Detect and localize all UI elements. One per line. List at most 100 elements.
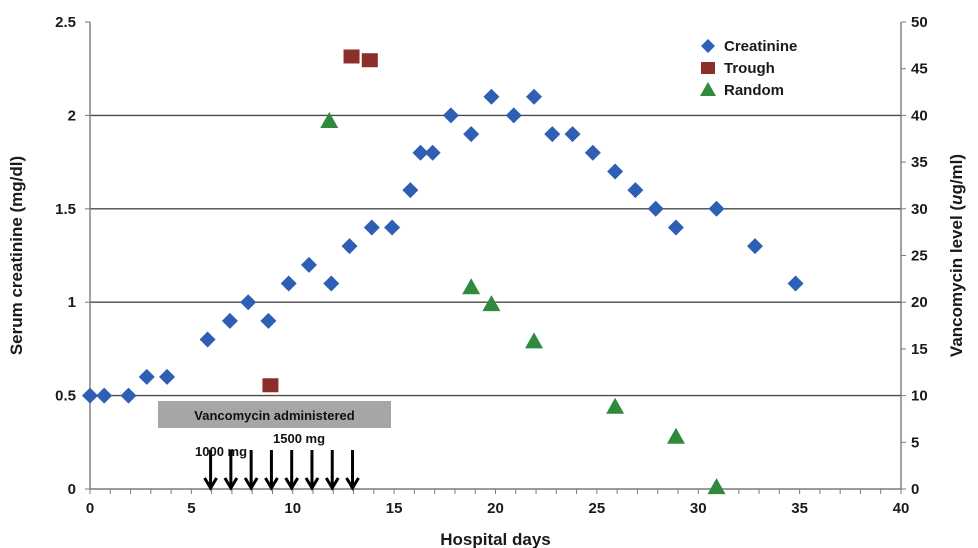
y-right-tick-label: 50 — [911, 14, 928, 31]
creatinine-point — [138, 368, 155, 385]
x-tick-label: 15 — [386, 500, 403, 517]
creatinine-point — [526, 88, 543, 105]
dose-arrow-head — [243, 477, 259, 491]
creatinine-point — [240, 294, 257, 311]
random-point — [482, 295, 501, 312]
creatinine-point — [667, 219, 684, 236]
dose-arrow-head — [304, 477, 320, 491]
creatinine-point — [300, 256, 317, 273]
legend: Creatinine Trough Random — [700, 38, 797, 99]
legend-item-trough: Trough — [701, 60, 775, 77]
y-right-tick-label: 25 — [911, 248, 928, 265]
random-point — [707, 478, 726, 495]
creatinine-point — [463, 126, 480, 143]
legend-swatch — [701, 39, 715, 53]
y-left-tick-label: 1.5 — [55, 201, 76, 218]
trough-point — [262, 378, 279, 393]
y-right-tick-label: 45 — [911, 61, 928, 78]
vancomycin-banner-box — [158, 401, 391, 428]
dose-label-1500: 1500 mg — [273, 431, 325, 446]
y-left-tick-label: 1 — [68, 294, 76, 311]
dose-arrow-head — [284, 477, 299, 491]
y-left-tick-label: 0 — [68, 481, 76, 498]
x-axis-title: Hospital days — [440, 530, 551, 548]
creatinine-point — [96, 387, 113, 404]
x-tick-label: 10 — [284, 500, 301, 517]
right-axis-title: Vancomycin level (ug/ml) — [947, 154, 966, 357]
legend-label: Trough — [724, 60, 775, 77]
creatinine-point — [280, 275, 297, 292]
gridlines — [90, 114, 901, 397]
y-right-tick-label: 30 — [911, 201, 928, 218]
y-right-tick-label: 15 — [911, 341, 928, 358]
creatinine-point — [607, 163, 624, 180]
creatinine-point — [323, 275, 340, 292]
random-point — [525, 332, 544, 349]
random-point — [606, 397, 625, 414]
y-left-tick-label: 0.5 — [55, 388, 76, 405]
legend-label: Creatinine — [724, 38, 797, 55]
creatinine-point — [159, 368, 176, 385]
tick-labels: 0 5 10 15 20 25 30 35 4000.511.522.5051015202530… — [55, 14, 928, 517]
creatinine-point — [82, 387, 98, 404]
legend-label: Random — [724, 82, 784, 99]
creatinine-point — [424, 144, 441, 161]
legend-item-creatinine: Creatinine — [701, 38, 797, 55]
creatinine-point — [199, 331, 216, 348]
axes — [85, 21, 906, 494]
x-tick-label: 35 — [791, 500, 808, 517]
creatinine-point — [221, 312, 238, 329]
dose-arrows — [203, 450, 360, 491]
creatinine-point — [384, 219, 401, 236]
x-tick-label: 30 — [690, 500, 707, 517]
creatinine-point — [564, 126, 581, 143]
creatinine-point — [747, 238, 764, 255]
y-left-tick-label: 2 — [68, 107, 76, 124]
vancomycin-banner: Vancomycin administered — [158, 401, 391, 428]
dose-arrow-head — [264, 477, 279, 491]
data-marks — [82, 49, 804, 495]
dose-arrow-head — [203, 477, 218, 491]
trough-point — [343, 49, 360, 64]
random-point — [320, 112, 339, 129]
creatinine-point — [544, 126, 561, 143]
x-tick-label: 25 — [589, 500, 606, 517]
creatinine-point — [341, 238, 358, 255]
x-tick-label: 0 — [86, 500, 94, 517]
legend-swatch — [700, 82, 716, 96]
random-point — [462, 278, 481, 295]
random-point — [666, 427, 685, 444]
trough-point — [361, 53, 378, 68]
x-tick-label: 20 — [487, 500, 504, 517]
y-right-tick-label: 0 — [911, 481, 919, 498]
dose-arrow-head — [223, 477, 239, 491]
dose-arrow-head — [324, 477, 340, 491]
creatinine-point — [787, 275, 804, 292]
dose-arrow-head — [345, 477, 360, 491]
creatinine-point — [260, 312, 277, 329]
legend-swatch — [701, 62, 715, 74]
vancomycin-banner-label: Vancomycin administered — [194, 408, 354, 423]
x-tick-label: 5 — [187, 500, 195, 517]
y-left-tick-label: 2.5 — [55, 14, 76, 31]
creatinine-point — [402, 182, 419, 199]
creatinine-point — [412, 144, 429, 161]
x-tick-label: 40 — [893, 500, 910, 517]
creatinine-point — [708, 200, 725, 217]
legend-item-random: Random — [700, 82, 784, 99]
y-right-tick-label: 10 — [911, 388, 928, 405]
y-right-tick-label: 40 — [911, 107, 928, 124]
y-right-tick-label: 35 — [911, 154, 928, 171]
creatinine-point — [363, 219, 380, 236]
creatinine-point — [584, 144, 601, 161]
dose-label-1000: 1000 mg — [195, 444, 247, 459]
creatinine-point — [647, 200, 664, 217]
creatinine-point — [120, 387, 137, 404]
y-right-tick-label: 5 — [911, 434, 919, 451]
creatinine-point — [483, 88, 500, 105]
y-right-tick-label: 20 — [911, 294, 928, 311]
creatinine-point — [442, 107, 459, 124]
creatinine-point — [627, 182, 644, 199]
left-axis-title: Serum creatinine (mg/dl) — [7, 156, 26, 355]
